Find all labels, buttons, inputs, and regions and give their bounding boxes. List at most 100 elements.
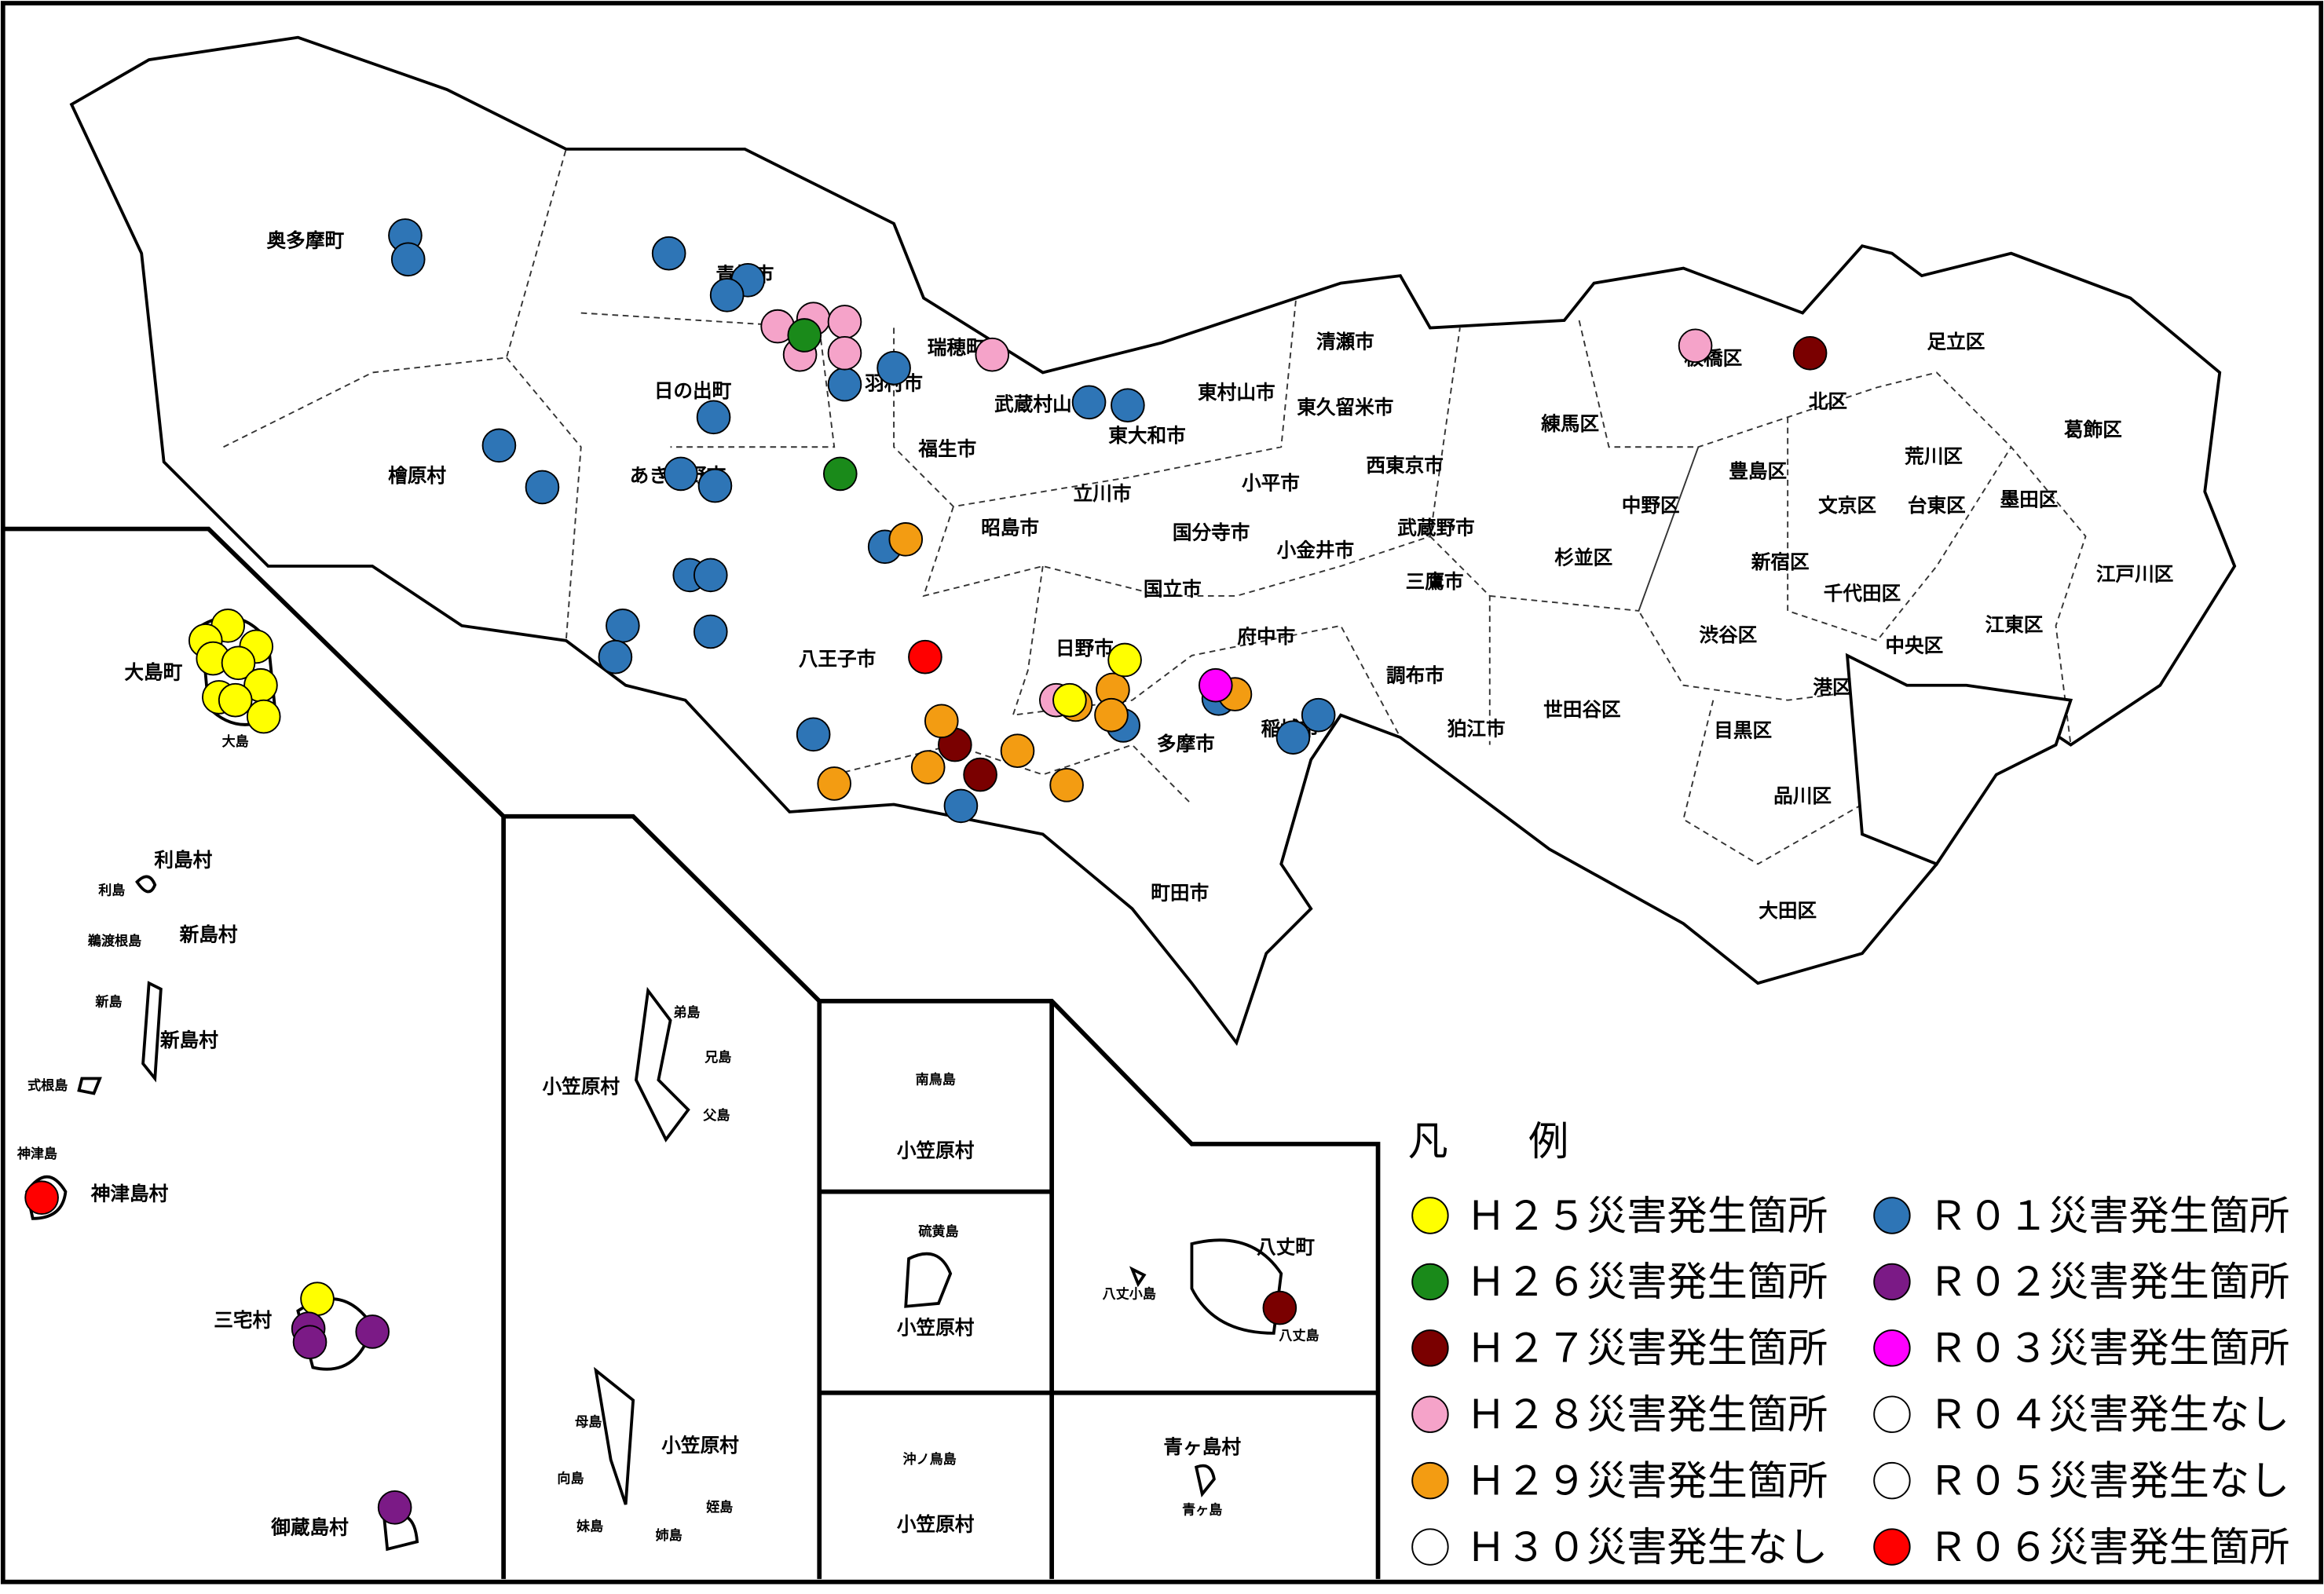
place-label: 葛飾区 <box>2063 418 2122 441</box>
place-label: 新宿区 <box>1751 550 1810 573</box>
place-label: 清瀬市 <box>1316 330 1374 353</box>
legend-label: Ｈ２９災害発生箇所 <box>1466 1457 1828 1504</box>
incident-marker <box>1198 667 1233 703</box>
place-label: 檜原村 <box>388 464 446 487</box>
island-label: 弟島 <box>673 1004 700 1021</box>
place-label: 荒川区 <box>1905 445 1963 468</box>
place-label: 小笠原村 <box>897 1316 975 1339</box>
legend-label: Ｈ２８災害発生箇所 <box>1466 1391 1828 1439</box>
incident-marker <box>1049 768 1084 802</box>
incident-marker <box>924 704 959 739</box>
legend-swatch <box>1411 1263 1449 1301</box>
place-label: 中野区 <box>1622 494 1680 517</box>
place-label: 江戸川区 <box>2096 562 2174 585</box>
place-label: 北区 <box>1809 389 1847 412</box>
incident-marker <box>525 470 560 505</box>
place-label: 新島村 <box>159 1029 218 1051</box>
incident-marker <box>1052 682 1087 718</box>
incident-marker <box>963 757 997 792</box>
place-label: 三宅村 <box>214 1309 272 1332</box>
place-label: 昭島市 <box>981 517 1039 539</box>
place-label: 小金井市 <box>1277 539 1355 561</box>
incident-marker <box>300 1281 335 1317</box>
incident-marker <box>24 1180 59 1216</box>
incident-marker <box>787 318 822 353</box>
incident-marker <box>827 305 862 339</box>
incident-marker <box>221 645 256 681</box>
incident-marker <box>246 699 281 734</box>
island-label: 向島 <box>557 1471 584 1487</box>
legend-swatch <box>1873 1395 1911 1433</box>
island-label: 沖ノ鳥島 <box>902 1451 956 1468</box>
incident-marker <box>697 468 733 503</box>
place-label: 江東区 <box>1985 613 2044 636</box>
island-label: 八丈島 <box>1279 1328 1319 1344</box>
place-label: 日野市 <box>1056 637 1114 660</box>
incident-marker <box>709 277 745 313</box>
place-label: 町田市 <box>1151 881 1209 904</box>
place-label: 西東京市 <box>1366 454 1444 477</box>
incident-marker <box>822 456 858 492</box>
place-label: 国分寺市 <box>1173 521 1250 543</box>
place-label: 世田谷区 <box>1543 698 1621 721</box>
place-label: 墨田区 <box>2000 488 2058 511</box>
legend-swatch <box>1873 1528 1911 1566</box>
place-label: 狛江市 <box>1447 718 1506 740</box>
place-label: 多摩市 <box>1157 733 1215 755</box>
place-label: 小笠原村 <box>542 1075 620 1098</box>
legend-swatch <box>1411 1528 1449 1566</box>
place-label: 奥多摩町 <box>267 228 345 251</box>
place-label: 文京区 <box>1818 494 1876 517</box>
incident-marker <box>598 639 633 675</box>
place-label: 杉並区 <box>1554 547 1612 569</box>
island-label: 父島 <box>702 1107 730 1124</box>
place-label: 豊島区 <box>1729 459 1787 482</box>
incident-marker <box>292 1325 328 1360</box>
place-label: 立川市 <box>1074 482 1132 505</box>
place-label: 青ヶ島村 <box>1163 1435 1241 1458</box>
place-label: 東久留米市 <box>1297 396 1393 419</box>
incident-marker <box>1678 328 1713 364</box>
incident-marker <box>696 400 731 435</box>
incident-marker <box>910 750 946 784</box>
legend-swatch <box>1873 1263 1911 1301</box>
boundaries <box>223 148 2087 865</box>
place-label: 武蔵野市 <box>1397 517 1475 539</box>
island-label: 硫黄島 <box>918 1223 958 1240</box>
place-label: 府中市 <box>1237 625 1295 648</box>
place-label: 渋谷区 <box>1699 623 1757 646</box>
incident-marker <box>390 242 426 277</box>
island-label: 青ヶ島 <box>1182 1502 1222 1519</box>
place-label: 東大和市 <box>1108 424 1186 447</box>
place-label: 八丈町 <box>1257 1236 1315 1259</box>
legend-label: Ｒ０６災害発生箇所 <box>1927 1524 2289 1571</box>
place-label: 小笠原村 <box>897 1513 975 1536</box>
island-label: 式根島 <box>27 1077 68 1094</box>
island-label: 新島 <box>94 994 122 1011</box>
place-labels: 奥多摩町青梅市瑞穂町日の出町羽村市武蔵村山市東村山市清瀬市東久留米市東大和市福生… <box>16 228 2174 1543</box>
legend-swatch <box>1873 1461 1911 1500</box>
incident-marker <box>651 236 686 271</box>
tokyo-mainland <box>69 35 2237 1047</box>
incident-marker <box>817 766 852 801</box>
legend-label: Ｒ０２災害発生箇所 <box>1927 1259 2289 1306</box>
incident-marker <box>1275 720 1311 755</box>
place-label: 福生市 <box>917 437 976 460</box>
legend: 凡 例 Ｈ２５災害発生箇所 Ｈ２６災害発生箇所 Ｈ２７災害発生箇所 Ｈ２８災害発生箇所… <box>1407 1118 2289 1571</box>
legend-label: Ｒ０３災害発生箇所 <box>1927 1325 2289 1373</box>
place-label: 目黒区 <box>1714 719 1772 742</box>
island-label: 姪島 <box>706 1499 733 1515</box>
place-label: 利島村 <box>154 849 212 872</box>
island-label: 姉島 <box>656 1527 683 1544</box>
place-label: 台東区 <box>1908 494 1966 517</box>
incident-marker <box>664 456 698 492</box>
legend-title: 凡 例 <box>1407 1118 1568 1165</box>
place-label: 千代田区 <box>1824 582 1901 605</box>
place-label: 大島町 <box>124 661 182 684</box>
legend-label: Ｒ０１災害発生箇所 <box>1927 1193 2289 1240</box>
legend-swatch <box>1411 1329 1449 1367</box>
incident-marker <box>355 1314 390 1349</box>
legend-swatch <box>1873 1197 1911 1234</box>
place-label: 小笠原村 <box>897 1139 975 1161</box>
